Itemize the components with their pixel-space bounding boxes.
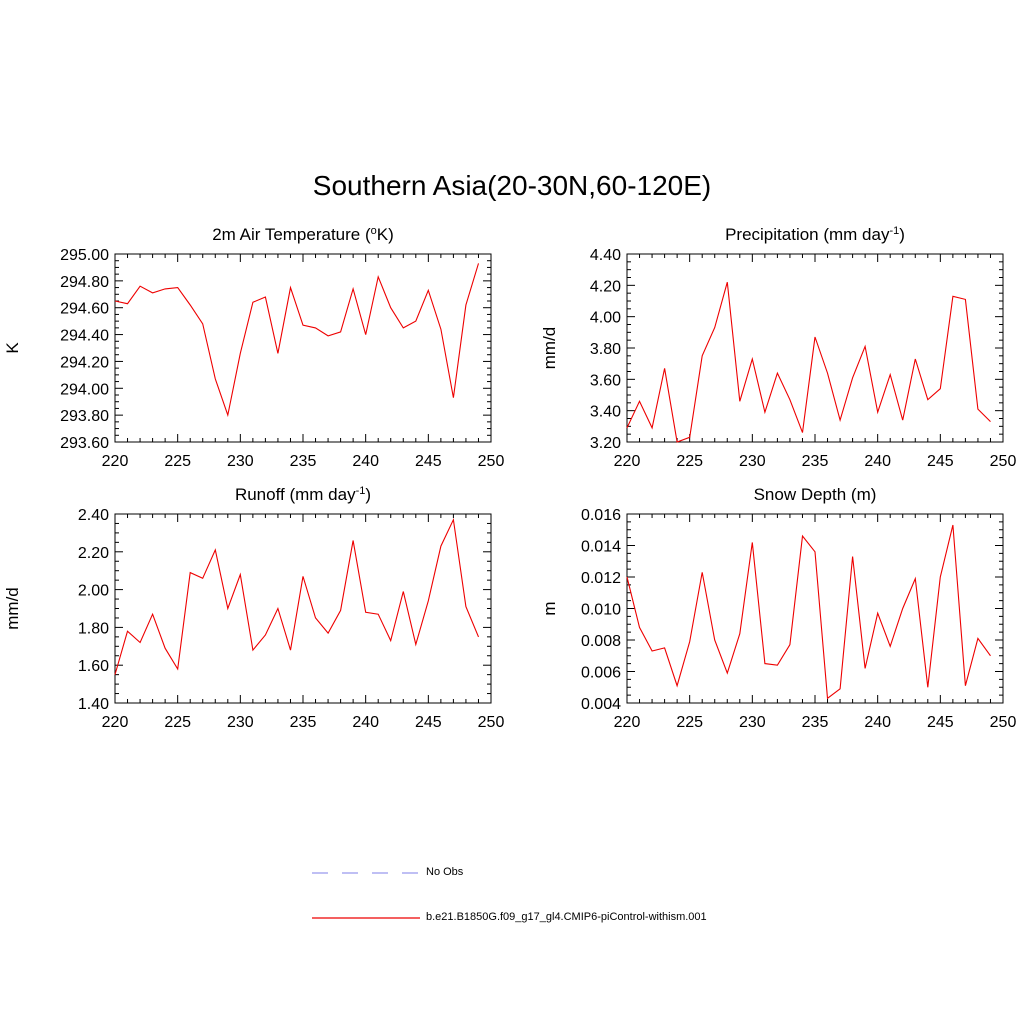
y-tick-label: 3.20 [590, 435, 621, 452]
y-tick-label: 1.80 [78, 620, 109, 637]
y-tick-label: 3.80 [590, 341, 621, 358]
x-tick-label: 220 [102, 453, 129, 470]
y-tick-label: 4.40 [590, 247, 621, 264]
plot-frame [626, 253, 1004, 443]
x-tick-label: 225 [164, 453, 191, 470]
panel-precipitation: 220 225 230 235 240 245 250 3.20 3.40 3.60 3.80 4.0… [540, 225, 1016, 470]
y-tick-label: 0.008 [581, 633, 621, 650]
series-line [114, 517, 480, 675]
x-tick-label: 230 [227, 714, 254, 731]
x-tick-label: 235 [290, 453, 317, 470]
x-tick-label: 250 [990, 453, 1017, 470]
y-tick-label: 2.20 [78, 545, 109, 562]
y-tick-label: 3.60 [590, 372, 621, 389]
x-tick-label: 245 [927, 453, 954, 470]
y-tick-label: 293.80 [60, 408, 109, 425]
panel-title: Snow Depth (m) [754, 485, 877, 504]
x-tick-label: 220 [102, 714, 129, 731]
y-tick-label: 3.40 [590, 404, 621, 421]
x-tick-label: 240 [864, 714, 891, 731]
y-tick-label: 0.004 [581, 696, 621, 713]
y-tick-label: 2.40 [78, 507, 109, 524]
x-tick-label: 225 [676, 714, 703, 731]
x-tick-label: 240 [352, 714, 379, 731]
y-tick-label: 4.20 [590, 278, 621, 295]
series-line [626, 524, 991, 700]
y-tick-label: 1.60 [78, 658, 109, 675]
x-tick-label: 230 [739, 714, 766, 731]
y-tick-label: 0.006 [581, 665, 621, 682]
panel-title: 2m Air Temperature (oK) [212, 225, 394, 244]
figure-title: Southern Asia(20-30N,60-120E) [312, 170, 712, 201]
x-tick-label: 220 [614, 453, 641, 470]
legend-model-label: b.e21.B1850G.f09_g17_gl4.CMIP6-piControl… [426, 911, 707, 923]
y-tick-label: 294.20 [60, 354, 109, 371]
panel-title: Runoff (mm day-1) [235, 485, 371, 504]
y-axis-label: m [540, 601, 559, 615]
legend-lines [312, 872, 420, 919]
y-tick-label: 293.60 [60, 435, 109, 452]
x-tick-label: 225 [676, 453, 703, 470]
x-tick-label: 235 [802, 453, 829, 470]
y-tick-label: 295.00 [60, 247, 109, 264]
x-tick-label: 235 [802, 714, 829, 731]
y-tick-label: 294.80 [60, 274, 109, 291]
x-tick-label: 220 [614, 714, 641, 731]
x-tick-label: 245 [927, 714, 954, 731]
y-axis-label: mm/d [3, 587, 22, 630]
y-tick-label: 294.40 [60, 328, 109, 345]
legend-obs-label: No Obs [426, 866, 464, 878]
plot-frame [114, 513, 492, 704]
panel-title: Precipitation (mm day-1) [725, 225, 905, 244]
y-tick-label: 2.00 [78, 583, 109, 600]
x-tick-label: 230 [739, 453, 766, 470]
plot-frame [626, 513, 1004, 704]
x-tick-label: 225 [164, 714, 191, 731]
x-tick-label: 235 [290, 714, 317, 731]
x-tick-label: 245 [415, 453, 442, 470]
y-tick-label: 294.60 [60, 301, 109, 318]
series-line [626, 282, 991, 443]
y-axis-label: K [3, 342, 22, 354]
series-line [114, 263, 480, 418]
panel-air-temperature: 220 225 230 235 240 245 250 293.60 293.80 294.00 2… [3, 225, 504, 470]
x-tick-label: 240 [864, 453, 891, 470]
y-tick-label: 0.010 [581, 602, 621, 619]
plot-frame [114, 253, 492, 443]
y-tick-label: 0.014 [581, 539, 621, 556]
y-tick-label: 0.012 [581, 570, 621, 587]
panel-snow-depth: 220 225 230 235 240 245 250 0.004 0.006 0.008 0.01… [540, 485, 1016, 731]
y-tick-label: 4.00 [590, 310, 621, 327]
panel-runoff: 220 225 230 235 240 245 250 1.40 1.60 1.80 2.00 2.2… [3, 485, 504, 731]
x-tick-label: 250 [990, 714, 1017, 731]
x-tick-label: 240 [352, 453, 379, 470]
y-tick-label: 294.00 [60, 381, 109, 398]
x-tick-label: 245 [415, 714, 442, 731]
x-tick-label: 250 [478, 453, 505, 470]
x-tick-label: 250 [478, 714, 505, 731]
x-tick-label: 230 [227, 453, 254, 470]
y-tick-label: 0.016 [581, 507, 621, 524]
y-tick-label: 1.40 [78, 696, 109, 713]
y-axis-label: mm/d [540, 327, 559, 370]
